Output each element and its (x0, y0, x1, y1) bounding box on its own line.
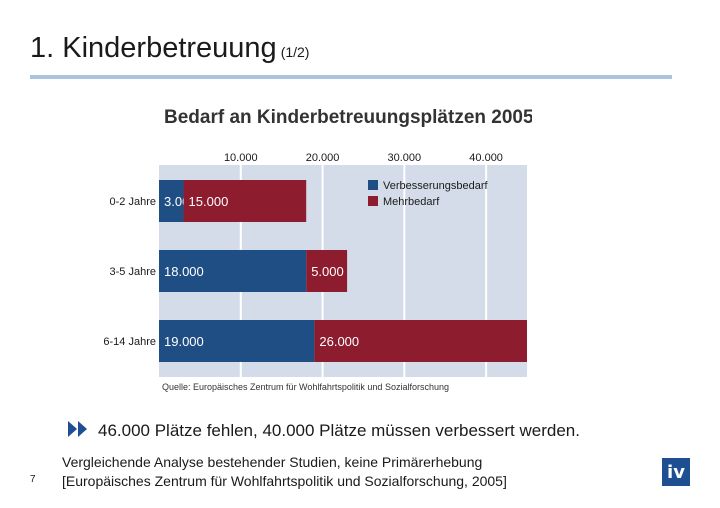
bar-segment (306, 250, 348, 292)
chart-source: Quelle: Europäisches Zentrum für Wohlfah… (162, 382, 449, 392)
chart-svg: Bedarf an Kinderbetreuungsplätzen 2005 10… (103, 107, 532, 392)
bar-value-label: 19.000 (164, 334, 204, 349)
conclusion-text: 46.000 Plätze fehlen, 40.000 Plätze müss… (98, 421, 580, 440)
slide-title-text: 1. Kinderbetreuung (30, 32, 277, 64)
bar-segment (314, 320, 527, 362)
bar-segment (159, 320, 315, 362)
conclusion: 46.000 Plätze fehlen, 40.000 Plätze müss… (68, 421, 580, 441)
footnote-line-1: Vergleichende Analyse bestehender Studie… (62, 454, 483, 470)
double-arrow-icon (68, 421, 87, 437)
bar-value-label: 15.000 (189, 194, 229, 209)
footnote: Vergleichende Analyse bestehender Studie… (62, 453, 507, 491)
category-label: 6-14 Jahre (103, 336, 156, 348)
iv-logo: iv (662, 458, 690, 486)
page-number: 7 (30, 474, 36, 485)
bar-segment (159, 180, 184, 222)
slide-title-suffix: (1/2) (280, 44, 310, 60)
legend-swatch (368, 180, 378, 190)
title-divider (30, 75, 672, 79)
bar-segment (159, 250, 307, 292)
chart: Bedarf an Kinderbetreuungsplätzen 2005 10… (102, 95, 532, 400)
bar-segment (183, 180, 307, 222)
x-tick-label: 10.000 (224, 152, 258, 164)
category-label: 0-2 Jahre (110, 196, 156, 208)
legend-label: Mehrbedarf (383, 196, 440, 208)
bar-value-label: 18.000 (164, 264, 204, 279)
x-tick-label: 30.000 (388, 152, 422, 164)
category-label: 3-5 Jahre (110, 266, 156, 278)
x-tick-label: 20.000 (306, 152, 340, 164)
legend-swatch (368, 196, 378, 206)
bar-value-label: 5.000 (311, 264, 344, 279)
x-tick-label: 40.000 (469, 152, 503, 164)
legend-label: Verbesserungsbedarf (383, 180, 489, 192)
slide-title: 1. Kinderbetreuung (1/2) (30, 32, 309, 65)
footnote-line-2: [Europäisches Zentrum für Wohlfahrtspoli… (62, 473, 507, 489)
chart-title: Bedarf an Kinderbetreuungsplätzen 2005 (164, 107, 532, 128)
bar-value-label: 26.000 (319, 334, 359, 349)
